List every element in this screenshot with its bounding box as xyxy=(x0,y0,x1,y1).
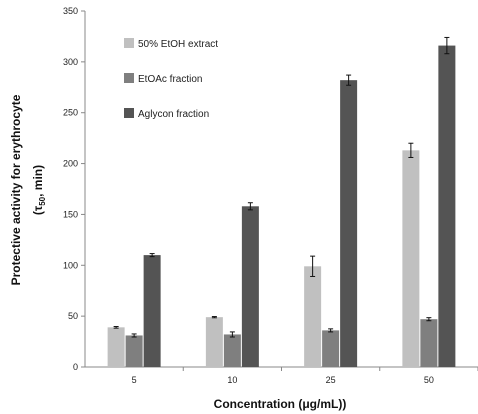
y-tick-label: 100 xyxy=(63,260,78,270)
y-axis-title-line2-prefix: (τ xyxy=(31,205,45,215)
bar xyxy=(223,334,241,367)
bar xyxy=(241,206,259,367)
bar xyxy=(125,335,143,367)
x-tick-label: 25 xyxy=(326,375,336,385)
y-tick-label: 50 xyxy=(68,311,78,321)
y-axis-title: Protective activity for erythrocyte (τ50… xyxy=(9,94,47,285)
x-tick-label: 50 xyxy=(424,375,434,385)
legend-swatch xyxy=(124,108,134,118)
bar xyxy=(438,45,456,367)
y-tick-label: 200 xyxy=(63,159,78,169)
x-tick-label: 10 xyxy=(227,375,237,385)
bar xyxy=(322,330,340,367)
legend-label: EtOAc fraction xyxy=(138,74,202,85)
y-axis-title-subscript: 50 xyxy=(38,196,47,205)
bar xyxy=(107,327,125,367)
legend-swatch xyxy=(124,73,134,83)
legend-swatch xyxy=(124,38,134,48)
bar xyxy=(205,317,223,367)
y-axis-title-line2: (τ50, min) xyxy=(31,165,47,215)
bars xyxy=(107,36,456,367)
y-tick-label: 350 xyxy=(63,6,78,16)
y-tick-label: 250 xyxy=(63,108,78,118)
y-ticks: 0 50 100 150 200 250 300 350 xyxy=(63,6,85,372)
legend: 50% EtOH extract EtOAc fraction Aglycon fr… xyxy=(124,38,218,120)
bar xyxy=(340,80,358,367)
bar xyxy=(143,255,161,367)
bar xyxy=(420,319,438,367)
bar xyxy=(304,266,322,367)
legend-label: Aglycon fraction xyxy=(138,109,209,120)
x-tick-label: 5 xyxy=(132,375,137,385)
y-axis-title-line2-suffix: , min) xyxy=(31,165,45,197)
legend-label: 50% EtOH extract xyxy=(138,39,218,50)
y-tick-label: 300 xyxy=(63,57,78,67)
bar xyxy=(402,150,420,367)
y-tick-label: 0 xyxy=(73,362,78,372)
y-tick-label: 150 xyxy=(63,209,78,219)
x-ticks: 5 10 25 50 xyxy=(132,367,478,385)
x-axis-title: Concentration (μg/mL)) xyxy=(214,397,347,411)
y-axis-title-line1: Protective activity for erythrocyte xyxy=(9,94,23,285)
